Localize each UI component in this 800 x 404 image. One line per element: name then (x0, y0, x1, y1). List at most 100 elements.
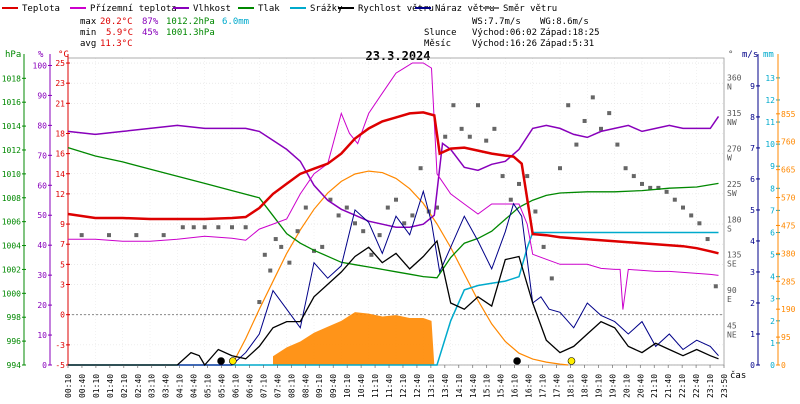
wind-axis-tick-label: 9 (750, 82, 755, 91)
precip-axis-tick-label: 8 (770, 184, 775, 193)
precip-axis-tick-label: 2 (770, 317, 775, 326)
sunset-marker (567, 357, 576, 365)
precip-axis-tick-label: 3 (770, 295, 775, 304)
time-tick-label: 08:40 (301, 374, 310, 398)
unit-direction: ° (728, 50, 733, 60)
info-moon-set: Západ:5:31 (540, 39, 594, 49)
wind-direction-point (459, 126, 464, 131)
wind-direction-point (107, 233, 111, 238)
direction-tick-label: 135 (727, 251, 742, 260)
wind-axis-tick-label: 1 (750, 330, 755, 339)
wind-direction-point (394, 197, 398, 202)
humidity-axis-tick-label: 0 (42, 361, 47, 370)
wind-direction-point (279, 244, 284, 249)
time-tick-label: 09:40 (329, 374, 338, 398)
info-moon-label: Měsíc (424, 39, 451, 49)
wind-direction-point (533, 209, 538, 214)
solar-axis-tick-label: 855 (781, 110, 796, 119)
time-tick-label: 07:40 (273, 374, 282, 398)
series-precipitation (68, 231, 719, 366)
wind-direction-point (689, 213, 694, 218)
wind-direction-point (402, 221, 407, 226)
time-tick-label: 18:40 (580, 374, 589, 398)
wind-direction-point (410, 213, 415, 218)
wind-direction-point (541, 244, 546, 249)
temperature-axis-tick-label: 25 (55, 59, 65, 68)
wind-axis-tick-label: 6 (750, 175, 755, 184)
pressure-axis-tick-label: 994 (7, 361, 22, 370)
stats-max-temp: 20.2°C (100, 17, 133, 27)
info-moon-rise: Východ:16:26 (472, 39, 537, 49)
temperature-axis-tick-label: 7 (60, 240, 65, 249)
wind-direction-point (590, 95, 595, 100)
direction-tick-label: N (727, 83, 732, 92)
pressure-axis-tick-label: 1008 (2, 194, 21, 203)
wind-direction-point (230, 225, 234, 230)
temperature-axis-tick-label: 23 (55, 79, 65, 88)
wind-direction-point (640, 181, 644, 186)
wind-direction-point (262, 252, 267, 257)
wind-direction-point (79, 233, 84, 238)
wind-direction-point (369, 252, 374, 257)
solar-axis-tick-label: 190 (781, 305, 796, 314)
stats-max-press: 1012.2hPa (166, 17, 215, 27)
precip-axis-tick-label: 10 (765, 140, 775, 149)
axes: 9949969981000100210041006100810101012101… (2, 54, 796, 370)
wind-direction-point (361, 229, 366, 234)
wind-direction-point (500, 174, 505, 179)
wind-direction-point (672, 197, 677, 202)
sunrise-marker (229, 357, 237, 365)
wind-axis-tick-label: 0 (750, 361, 755, 370)
pressure-axis-tick-label: 1004 (2, 242, 21, 251)
solar-axis-tick-label: 285 (781, 277, 796, 286)
series-humidity (67, 115, 720, 228)
wind-direction-point (161, 233, 166, 238)
time-tick-label: 15:10 (483, 374, 492, 398)
temperature-axis-tick-label: 9 (60, 220, 65, 229)
precip-axis-tick-label: 12 (765, 96, 775, 105)
temperature-axis-tick-label: 0 (60, 311, 65, 320)
series-wind-gust (68, 189, 719, 366)
time-tick-label: 09:10 (315, 374, 324, 398)
info-wg: WG:8.6m/s (540, 17, 589, 27)
time-tick-label: 22:10 (678, 374, 687, 398)
legend: Teplota Přízemní teplota Vlhkost Tlak Srážky… (2, 4, 557, 14)
stats-avg-label: avg (80, 39, 96, 49)
wind-direction-point (476, 103, 480, 108)
stats-min-temp: 5.9°C (106, 28, 133, 38)
solar-axis-tick-label: 760 (781, 138, 796, 147)
wind-direction-point (525, 174, 530, 179)
series-temperature (67, 111, 719, 255)
series-solar-fill (273, 312, 435, 365)
time-tick-label: 18:10 (566, 374, 575, 398)
precip-axis-tick-label: 7 (770, 206, 775, 215)
stats-max-hum: 87% (142, 17, 159, 27)
series-ground-temperature (68, 62, 719, 310)
humidity-axis-tick-label: 40 (37, 241, 47, 250)
stats-min-press: 1001.3hPa (166, 28, 215, 38)
series-wind-speed (68, 239, 719, 367)
wind-axis-tick-label: 7 (750, 144, 755, 153)
wind-direction-point (574, 142, 579, 147)
time-tick-label: 02:40 (134, 374, 143, 398)
legend-label: Přízemní teplota (90, 4, 177, 14)
pressure-axis-tick-label: 1018 (2, 74, 21, 83)
wind-direction-point (216, 225, 221, 230)
direction-tick-label: S (727, 224, 732, 233)
series-pressure (67, 146, 719, 279)
time-tick-label: 12:10 (399, 374, 408, 398)
solar-axis-tick-label: 570 (781, 194, 796, 203)
wind-direction-point (697, 221, 702, 226)
wind-direction-point (443, 134, 448, 139)
time-tick-label: 17:40 (553, 374, 562, 398)
solar-axis-tick-label: 665 (781, 166, 796, 175)
pressure-axis-tick-label: 996 (7, 337, 22, 346)
precip-axis-tick-label: 1 (770, 339, 775, 348)
wind-direction-point (615, 142, 620, 147)
direction-tick-label: 180 (727, 215, 742, 224)
humidity-axis-tick-label: 50 (37, 211, 47, 220)
stats-min-hum: 45% (142, 28, 159, 38)
time-tick-label: 13:40 (441, 374, 450, 398)
time-tick-label: 01:40 (106, 374, 115, 398)
temperature-axis-tick-label: 5 (60, 260, 65, 269)
